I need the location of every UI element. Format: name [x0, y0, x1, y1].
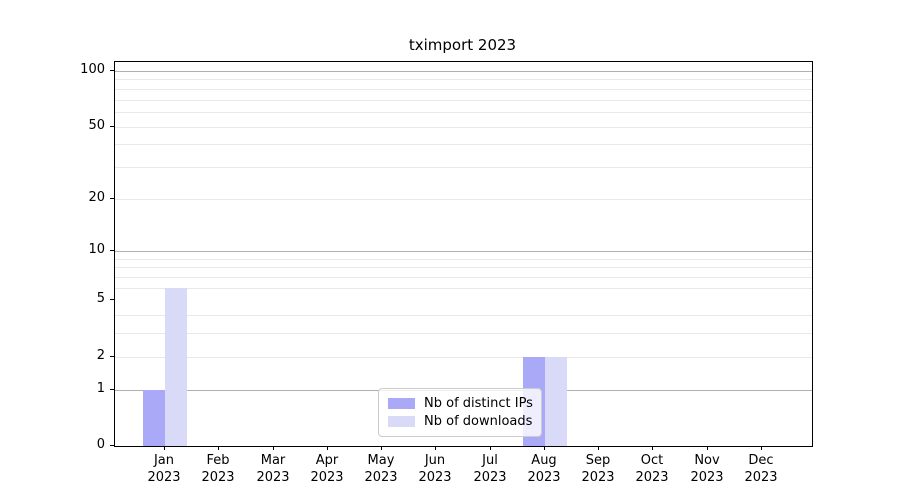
y-tick-100 — [110, 70, 114, 71]
gridline-minor-70 — [115, 100, 812, 101]
x-tick-label-oct: Oct 2023 — [635, 453, 669, 485]
gridline-minor-40 — [115, 144, 812, 145]
x-tick-jan — [164, 446, 165, 450]
legend-row: Nb of downloads — [388, 414, 541, 429]
gridline-minor-30 — [115, 167, 812, 168]
y-tick-label-5: 5 — [96, 291, 105, 306]
x-tick-nov — [707, 446, 708, 450]
y-tick-10 — [110, 250, 114, 251]
x-tick-label-may: May 2023 — [364, 453, 398, 485]
gridline-minor-8 — [115, 267, 812, 268]
x-tick-label-aug: Aug 2023 — [527, 453, 561, 485]
legend: Nb of distinct IPs Nb of downloads — [378, 388, 542, 437]
gridline-minor-90 — [115, 79, 812, 80]
x-tick-label-nov: Nov 2023 — [690, 453, 724, 485]
bar-nb-of-distinct-ips-jan — [143, 390, 165, 446]
chart-title: tximport 2023 — [408, 36, 517, 54]
y-tick-label-20: 20 — [88, 190, 105, 205]
bar-nb-of-downloads-jan — [165, 288, 187, 446]
y-tick-20 — [110, 198, 114, 199]
y-tick-label-50: 50 — [88, 118, 105, 133]
x-tick-apr — [327, 446, 328, 450]
y-tick-label-10: 10 — [88, 242, 105, 257]
gridline-minor-4 — [115, 315, 812, 316]
x-tick-label-jul: Jul 2023 — [473, 453, 507, 485]
x-tick-label-jun: Jun 2023 — [418, 453, 452, 485]
x-tick-feb — [218, 446, 219, 450]
x-tick-label-jan: Jan 2023 — [147, 453, 181, 485]
x-tick-aug — [544, 446, 545, 450]
y-tick-5 — [110, 299, 114, 300]
gridline-minor-7 — [115, 277, 812, 278]
x-tick-mar — [273, 446, 274, 450]
gridline-minor-20 — [115, 199, 812, 200]
x-tick-oct — [652, 446, 653, 450]
gridline-minor-50 — [115, 127, 812, 128]
y-tick-1 — [110, 389, 114, 390]
x-tick-label-mar: Mar 2023 — [256, 453, 290, 485]
x-tick-jul — [490, 446, 491, 450]
x-tick-jun — [435, 446, 436, 450]
gridline-major-10 — [115, 251, 812, 252]
x-tick-may — [381, 446, 382, 450]
gridline-minor-9 — [115, 259, 812, 260]
y-tick-2 — [110, 356, 114, 357]
gridline-minor-6 — [115, 288, 812, 289]
gridline-minor-2 — [115, 357, 812, 358]
gridline-minor-3 — [115, 333, 812, 334]
x-tick-label-dec: Dec 2023 — [744, 453, 778, 485]
legend-swatch-icon — [388, 416, 415, 427]
plot-area — [114, 61, 813, 447]
gridline-minor-60 — [115, 112, 812, 113]
legend-row: Nb of distinct IPs — [388, 396, 541, 411]
y-tick-label-2: 2 — [96, 348, 105, 363]
y-tick-label-1: 1 — [96, 381, 105, 396]
legend-label: Nb of downloads — [424, 414, 533, 429]
gridline-minor-80 — [115, 89, 812, 90]
legend-label: Nb of distinct IPs — [424, 396, 533, 411]
x-tick-label-sep: Sep 2023 — [581, 453, 615, 485]
x-tick-label-apr: Apr 2023 — [310, 453, 344, 485]
legend-swatch-icon — [388, 398, 415, 409]
y-tick-label-100: 100 — [80, 62, 105, 77]
gridline-major-100 — [115, 71, 812, 72]
y-tick-50 — [110, 126, 114, 127]
y-tick-label-0: 0 — [96, 437, 105, 452]
x-tick-sep — [598, 446, 599, 450]
x-tick-dec — [761, 446, 762, 450]
x-tick-label-feb: Feb 2023 — [201, 453, 235, 485]
y-tick-0 — [110, 445, 114, 446]
bar-nb-of-downloads-aug — [545, 357, 567, 446]
